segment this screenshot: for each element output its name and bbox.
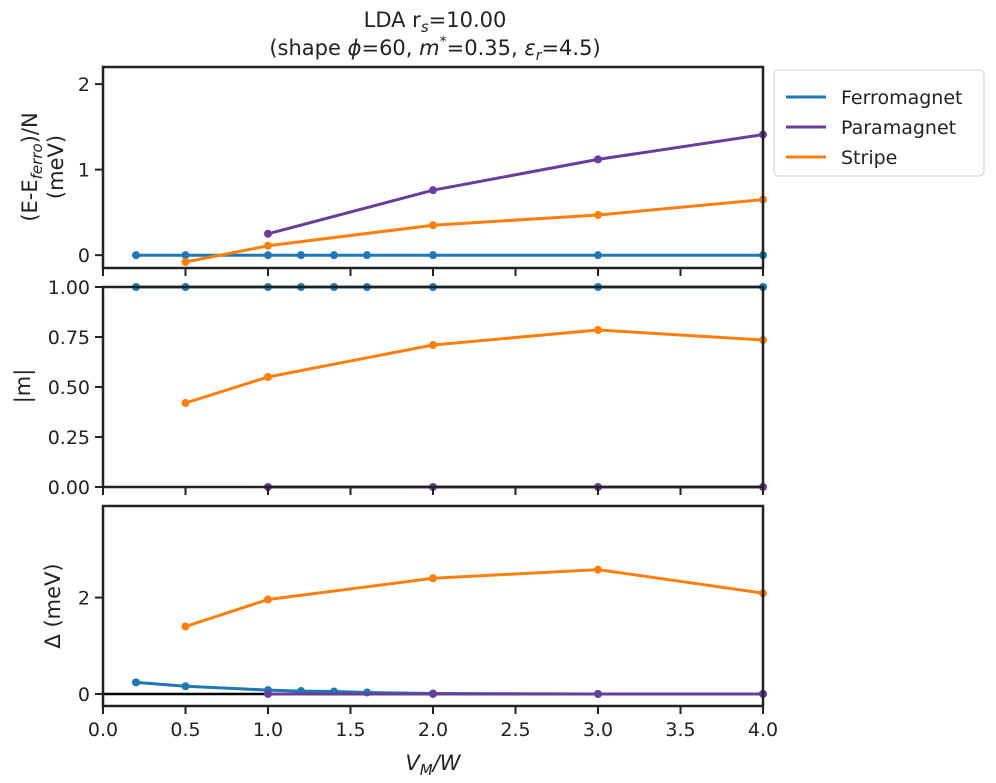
energy-point-stripe: [429, 221, 437, 230]
gap-point-ferromagnet: [181, 682, 190, 691]
energy-point-stripe: [181, 258, 190, 267]
energy-point-paramagnet: [264, 229, 272, 238]
energy-ytick-label: 2: [78, 74, 90, 96]
legend-label-paramagnet: Paramagnet: [841, 117, 956, 139]
magnetization-ytick-label: 1.00: [48, 277, 90, 299]
energy-point-ferromagnet: [132, 251, 140, 260]
energy-panel: 0 1 2: [78, 65, 767, 276]
energy-point-ferromagnet: [330, 251, 338, 260]
gap-series-stripe: [185, 568, 764, 628]
xtick-label: 3.0: [583, 719, 613, 741]
xtick-label: 0.5: [170, 719, 200, 741]
energy-series-stripe: [185, 198, 764, 264]
energy-point-ferromagnet: [181, 251, 190, 260]
magnetization-point-stripe: [594, 326, 602, 334]
gap-axes-frame: [101, 504, 765, 708]
xtick-label: 2.5: [500, 719, 530, 741]
gap-series-ferromagnet: [135, 680, 763, 696]
magnetization-ylabel: |m|: [11, 369, 36, 404]
legend-frame: [773, 69, 985, 177]
xtick-label: 0.0: [88, 719, 118, 741]
legend-label-ferromagnet: Ferromagnet: [841, 87, 962, 109]
gap-point-paramagnet: [594, 689, 602, 698]
energy-ytick-label: 1: [78, 160, 90, 182]
magnetization-panel: 0.00 0.25 0.50 0.75 1.00: [48, 277, 767, 499]
magnetization-axes-frame: [101, 285, 765, 489]
gap-point-paramagnet: [264, 689, 272, 698]
gap-point-ferromagnet: [132, 678, 140, 687]
legend-label-stripe: Stripe: [841, 147, 897, 169]
magnetization-point-stripe: [264, 373, 272, 381]
energy-series-paramagnet: [267, 133, 764, 236]
energy-point-ferromagnet: [429, 251, 437, 260]
xtick-label: 4.0: [748, 719, 778, 741]
energy-point-ferromagnet: [264, 251, 272, 260]
xtick-label: 3.5: [665, 719, 695, 741]
energy-point-ferromagnet: [297, 251, 305, 260]
xtick-label: 1.5: [335, 719, 365, 741]
energy-ylabel-line2: (meV): [44, 135, 68, 199]
energy-point-stripe: [594, 210, 602, 219]
magnetization-point-stripe: [429, 341, 437, 349]
energy-point-ferromagnet: [363, 251, 371, 260]
energy-ytick-label: 0: [78, 245, 90, 267]
magnetization-ytick-label: 0.50: [48, 377, 90, 399]
chart-title-line1: LDA rs=10.00: [364, 8, 507, 36]
gap-point-stripe: [429, 574, 437, 583]
energy-axes-frame: [101, 65, 765, 270]
energy-point-paramagnet: [594, 155, 602, 164]
chart-title-line2: (shape ϕ=60, m*=0.35, εr=4.5): [269, 34, 600, 64]
magnetization-series-stripe: [185, 328, 764, 405]
gap-ytick-label: 2: [78, 588, 90, 610]
xtick-label: 2.0: [418, 719, 448, 741]
gap-point-stripe: [181, 622, 190, 631]
gap-ylabel: Δ (meV): [41, 563, 65, 648]
gap-point-stripe: [264, 595, 272, 604]
gap-panel: 0 2 0.0 0.5 1.0 1.5 2.0 2.5 3.0 3.5 4.0: [78, 504, 778, 741]
gap-ytick-label: 0: [78, 684, 90, 706]
magnetization-ytick-label: 0.25: [48, 427, 90, 449]
energy-point-stripe: [264, 241, 272, 250]
gap-point-stripe: [594, 565, 602, 574]
x-axis-label: VM/W: [405, 751, 461, 779]
energy-point-paramagnet: [429, 186, 437, 195]
magnetization-ytick-label: 0.00: [48, 477, 90, 499]
gap-point-paramagnet: [429, 689, 437, 698]
xtick-label: 1.0: [253, 719, 283, 741]
magnetization-point-stripe: [181, 399, 190, 407]
energy-point-ferromagnet: [594, 251, 602, 260]
energy-ylabel-line1: (E-Eferro)/N: [18, 112, 46, 221]
magnetization-ytick-label: 0.75: [48, 327, 90, 349]
legend: Ferromagnet Paramagnet Stripe: [773, 69, 985, 177]
